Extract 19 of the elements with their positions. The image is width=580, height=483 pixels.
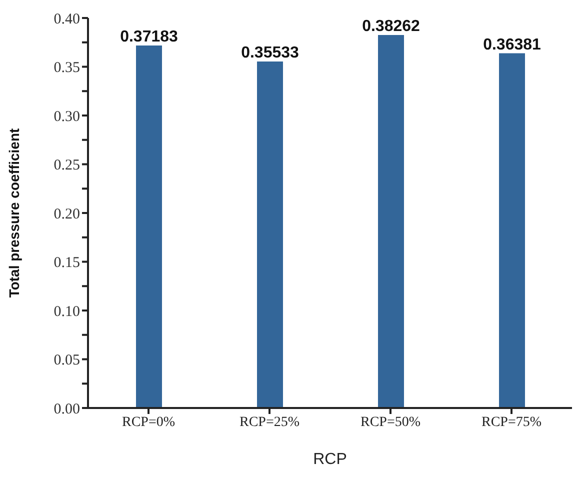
data-label: 0.37183 [120,28,178,46]
y-tick-label: 0.30 [54,108,80,125]
x-axis-title: RCP [313,451,347,468]
data-label: 0.38262 [362,18,420,35]
data-label: 0.35533 [241,44,300,62]
y-tick-label: 0.20 [54,206,80,222]
y-tick-label: 0.10 [54,304,80,320]
y-tick-label: 0.05 [54,352,80,369]
x-tick-label: RCP=75% [481,414,542,430]
y-tick-label: 0.25 [54,158,80,174]
y-tick-label: 0.00 [54,401,80,418]
y-axis-title: Total pressure coefficient [6,128,22,298]
x-tick-label: RCP=0% [122,414,176,430]
x-tick-label: RCP=50% [360,414,421,430]
x-tick-label: RCP=25% [239,414,300,430]
data-label: 0.36381 [483,36,542,54]
y-tick-label: 0.40 [54,11,80,28]
y-tick-label: 0.15 [54,255,80,272]
y-tick-label: 0.35 [54,60,80,76]
